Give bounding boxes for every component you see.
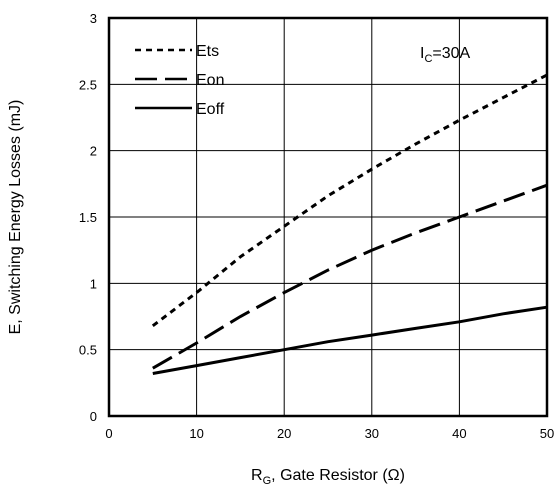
legend: Ets Eon Eoff [135, 43, 225, 118]
x-tick-labels: 0 10 20 30 40 50 [105, 426, 554, 441]
series-line-ets [151, 73, 548, 327]
y-tick-label: 2.5 [79, 77, 97, 92]
y-tick-label: 3 [90, 11, 97, 26]
y-tick-label: 1 [90, 276, 97, 291]
y-tick-label: 1.5 [79, 210, 97, 225]
x-tick-label: 0 [105, 426, 112, 441]
y-axis-label: E, Switching Energy Losses (mJ) [7, 100, 24, 335]
series-line-eoff [152, 305, 548, 375]
x-tick-label: 30 [365, 426, 379, 441]
y-tick-labels: 0 0.5 1 1.5 2 2.5 3 [79, 11, 97, 424]
series-lines [151, 73, 548, 375]
x-tick-label: 50 [540, 426, 554, 441]
legend-label-eoff: Eoff [196, 101, 225, 118]
x-axis-label: RG, Gate Resistor (Ω) [251, 467, 405, 487]
y-tick-label: 2 [90, 144, 97, 159]
legend-label-ets: Ets [196, 43, 219, 60]
x-tick-label: 10 [189, 426, 203, 441]
series-line-eon [152, 183, 548, 370]
y-tick-label: 0.5 [79, 343, 97, 358]
legend-label-eon: Eon [196, 72, 224, 89]
grid-lines [109, 18, 547, 416]
x-tick-label: 40 [452, 426, 466, 441]
x-tick-label: 20 [277, 426, 291, 441]
y-tick-label: 0 [90, 409, 97, 424]
current-condition-label: IC=30A [420, 45, 471, 65]
plot-frame [107, 16, 549, 418]
